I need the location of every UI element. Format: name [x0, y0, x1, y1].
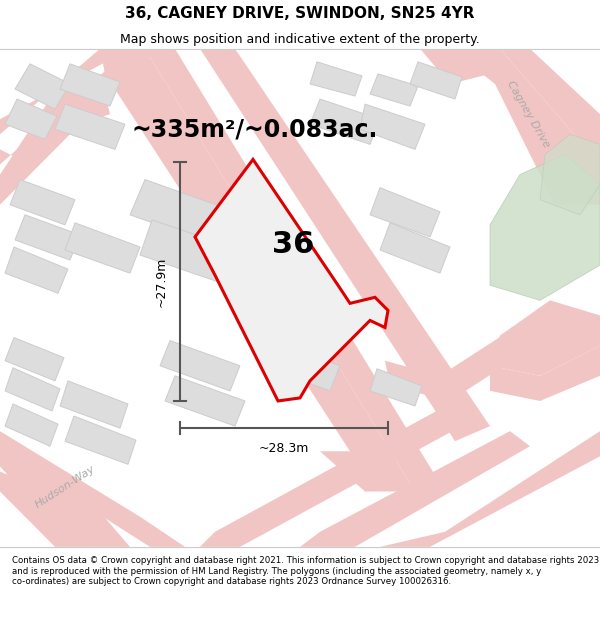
Text: 36: 36	[272, 231, 314, 259]
Polygon shape	[420, 49, 490, 84]
Polygon shape	[360, 104, 425, 149]
Polygon shape	[380, 223, 450, 273]
Polygon shape	[65, 416, 136, 464]
Polygon shape	[410, 62, 462, 99]
Polygon shape	[300, 431, 530, 547]
Polygon shape	[0, 471, 90, 547]
Polygon shape	[370, 188, 440, 237]
Text: 36, CAGNEY DRIVE, SWINDON, SN25 4YR: 36, CAGNEY DRIVE, SWINDON, SN25 4YR	[125, 6, 475, 21]
Polygon shape	[450, 49, 600, 205]
Polygon shape	[310, 62, 362, 96]
Polygon shape	[0, 84, 110, 205]
Polygon shape	[5, 99, 57, 139]
Polygon shape	[165, 376, 245, 426]
Text: Map shows position and indicative extent of the property.: Map shows position and indicative extent…	[120, 32, 480, 46]
Polygon shape	[100, 49, 415, 491]
Polygon shape	[385, 331, 520, 401]
Polygon shape	[255, 303, 335, 356]
Polygon shape	[490, 346, 600, 401]
Polygon shape	[0, 431, 185, 547]
Polygon shape	[140, 220, 240, 285]
Text: Contains OS data © Crown copyright and database right 2021. This information is : Contains OS data © Crown copyright and d…	[12, 556, 599, 586]
Polygon shape	[60, 64, 120, 106]
Polygon shape	[380, 431, 600, 547]
Polygon shape	[65, 223, 140, 273]
Polygon shape	[490, 301, 600, 376]
Polygon shape	[15, 64, 70, 109]
Polygon shape	[370, 74, 418, 106]
Polygon shape	[540, 134, 600, 215]
Polygon shape	[500, 49, 600, 164]
Polygon shape	[60, 381, 128, 428]
Polygon shape	[55, 104, 125, 149]
Polygon shape	[370, 369, 422, 406]
Text: ~335m²/~0.083ac.: ~335m²/~0.083ac.	[132, 118, 378, 141]
Polygon shape	[260, 339, 340, 391]
Text: Cagney Drive: Cagney Drive	[505, 79, 551, 149]
Polygon shape	[145, 49, 445, 491]
Text: ~27.9m: ~27.9m	[155, 256, 168, 307]
Polygon shape	[160, 341, 240, 391]
Polygon shape	[0, 49, 160, 164]
Text: ~28.3m: ~28.3m	[259, 442, 309, 455]
Polygon shape	[490, 154, 600, 301]
Polygon shape	[195, 159, 388, 401]
Polygon shape	[0, 49, 130, 134]
Polygon shape	[15, 215, 80, 260]
Text: Hudson-Way: Hudson-Way	[33, 463, 97, 509]
Polygon shape	[310, 99, 380, 144]
Polygon shape	[5, 247, 68, 293]
Polygon shape	[130, 179, 230, 245]
Polygon shape	[5, 368, 60, 411]
Polygon shape	[200, 401, 480, 547]
Polygon shape	[0, 446, 130, 547]
Polygon shape	[5, 338, 64, 381]
Polygon shape	[5, 404, 58, 446]
Polygon shape	[10, 179, 75, 225]
Polygon shape	[200, 49, 490, 441]
